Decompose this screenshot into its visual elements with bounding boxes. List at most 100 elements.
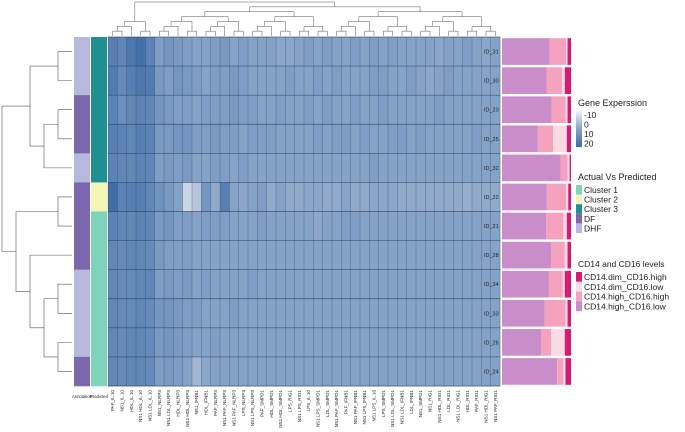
heatmap-cell bbox=[313, 124, 323, 154]
heatmap-cell bbox=[304, 153, 314, 183]
heatmap-cell bbox=[192, 182, 202, 212]
column-label: NS1 HDL_RIG1 bbox=[484, 390, 489, 423]
legend-swatch bbox=[576, 204, 582, 214]
column-dendrogram-branch bbox=[383, 30, 393, 36]
heatmap-cell bbox=[276, 124, 286, 154]
heatmap-cell bbox=[117, 153, 127, 183]
heatmap-cell bbox=[108, 182, 118, 212]
column-dendrogram-branch bbox=[249, 6, 421, 12]
row-label: ID_22 bbox=[484, 195, 499, 201]
heatmap-cell bbox=[294, 37, 305, 67]
heatmap-cell bbox=[425, 66, 435, 96]
heatmap-cell bbox=[304, 95, 314, 125]
heatmap-cell bbox=[462, 269, 473, 300]
heatmap-cell bbox=[462, 66, 473, 96]
annotation-cell bbox=[74, 37, 90, 67]
heatmap-cell bbox=[229, 153, 239, 183]
heatmap-cell bbox=[416, 37, 426, 67]
heatmap-cell bbox=[416, 356, 426, 387]
column-label: LPS_NLRP3 bbox=[241, 390, 246, 416]
heatmap-cell bbox=[173, 182, 183, 212]
heatmap-cell bbox=[164, 182, 174, 212]
heatmap-cell bbox=[304, 356, 314, 387]
gene-expression-tick: 20 bbox=[584, 139, 594, 149]
heatmap-cell bbox=[229, 211, 239, 241]
heatmap-cell bbox=[145, 182, 155, 212]
heatmap-cell bbox=[220, 182, 230, 212]
heatmap-cell bbox=[248, 153, 258, 183]
heatmap-cell bbox=[294, 240, 305, 270]
heatmap-cell bbox=[276, 182, 286, 212]
column-dendrogram-branch bbox=[280, 30, 291, 36]
heatmap-cell bbox=[154, 356, 165, 387]
heatmap-cell bbox=[378, 211, 389, 241]
column-dendrogram-branch bbox=[264, 21, 286, 32]
heatmap-cell bbox=[266, 298, 277, 329]
heatmap-cell bbox=[341, 182, 351, 212]
heatmap-cell bbox=[332, 95, 342, 125]
legend-entry-label: Cluster 2 bbox=[584, 195, 618, 205]
cd-levels-bars bbox=[502, 38, 571, 385]
column-dendrogram-branch bbox=[401, 30, 412, 36]
column-label: NS1_IL 10 bbox=[120, 390, 125, 412]
heatmap-cell bbox=[173, 298, 183, 329]
heatmap-cell bbox=[388, 95, 398, 125]
heatmap-cell bbox=[406, 269, 417, 300]
heatmap-cell bbox=[453, 356, 463, 387]
cd-level-segment bbox=[502, 241, 551, 269]
heatmap-cell bbox=[350, 182, 361, 212]
heatmap-cell bbox=[462, 182, 473, 212]
cd-level-segment bbox=[502, 38, 550, 65]
heatmap-cell bbox=[164, 124, 174, 154]
heatmap-cell bbox=[145, 95, 155, 125]
heatmap-cell bbox=[388, 356, 398, 387]
heatmap-cell bbox=[490, 95, 501, 125]
cd-level-segment bbox=[550, 241, 565, 269]
heatmap-cell bbox=[182, 327, 193, 358]
heatmap-cell bbox=[304, 298, 314, 329]
heatmap-cell bbox=[434, 124, 445, 154]
heatmap-cell bbox=[322, 66, 333, 96]
legend-entry-label: CD14.high_CD16.low bbox=[584, 301, 667, 311]
heatmap-cell bbox=[350, 240, 361, 270]
actual-vs-predicted-legend-title: Actual Vs Predicted bbox=[578, 172, 657, 182]
column-dendrogram-branch bbox=[159, 30, 169, 36]
heatmap-cell bbox=[453, 240, 463, 270]
heatmap-cell bbox=[481, 327, 491, 358]
heatmap-cell bbox=[378, 124, 389, 154]
column-dendrogram-branch bbox=[217, 21, 239, 32]
heatmap-cell bbox=[481, 298, 491, 329]
heatmap-cell bbox=[154, 298, 165, 329]
heatmap-cell bbox=[360, 153, 370, 183]
heatmap-cell bbox=[220, 124, 230, 154]
heatmap-cell bbox=[453, 153, 463, 183]
heatmap-cell bbox=[182, 182, 193, 212]
heatmap-cell bbox=[108, 211, 118, 241]
cd-level-segment bbox=[565, 299, 568, 327]
heatmap-cell bbox=[434, 211, 445, 241]
heatmap-cell bbox=[425, 153, 435, 183]
heatmap-cell bbox=[332, 124, 342, 154]
heatmap-cell bbox=[453, 327, 463, 358]
heatmap-cell bbox=[173, 153, 183, 183]
heatmap-cell bbox=[294, 66, 305, 96]
row-dendrogram-branch bbox=[57, 51, 72, 81]
heatmap-cell bbox=[360, 182, 370, 212]
cd-level-segment bbox=[567, 154, 570, 182]
cd-level-segment bbox=[557, 358, 564, 385]
heatmap-cell bbox=[425, 124, 435, 154]
predicted-cell bbox=[91, 327, 107, 358]
heatmap-cell bbox=[369, 37, 379, 67]
heatmap-cell bbox=[444, 95, 454, 125]
column-label: LPS_RIG1 bbox=[288, 390, 293, 412]
column-label: NS1 LDL_SMPD1 bbox=[390, 390, 395, 427]
column-dendrogram-branch bbox=[112, 30, 123, 36]
heatmap-cell bbox=[397, 269, 407, 300]
heatmap-cell bbox=[145, 124, 155, 154]
cd-level-segment bbox=[541, 329, 551, 356]
heatmap-cell bbox=[248, 124, 258, 154]
cd-level-segment bbox=[537, 125, 554, 153]
heatmap-cell bbox=[154, 95, 165, 125]
heatmap-cell bbox=[304, 37, 314, 67]
heatmap-cell bbox=[117, 37, 127, 67]
